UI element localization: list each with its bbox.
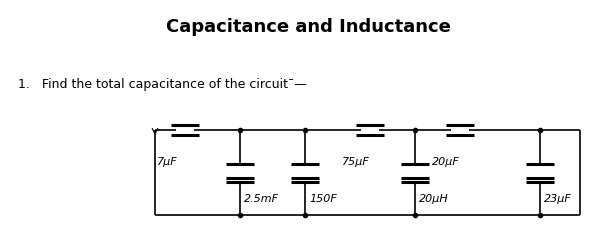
Text: 7μF: 7μF [157,157,177,167]
Text: 1.   Find the total capacitance of the circuit¯—: 1. Find the total capacitance of the cir… [18,78,307,91]
Text: 20μF: 20μF [432,157,460,167]
Text: 150F: 150F [309,194,337,204]
Text: 2.5mF: 2.5mF [244,194,279,204]
Text: 20μH: 20μH [419,194,448,204]
Text: 75μF: 75μF [342,157,370,167]
Text: Capacitance and Inductance: Capacitance and Inductance [166,18,450,36]
Text: 23μF: 23μF [544,194,572,204]
